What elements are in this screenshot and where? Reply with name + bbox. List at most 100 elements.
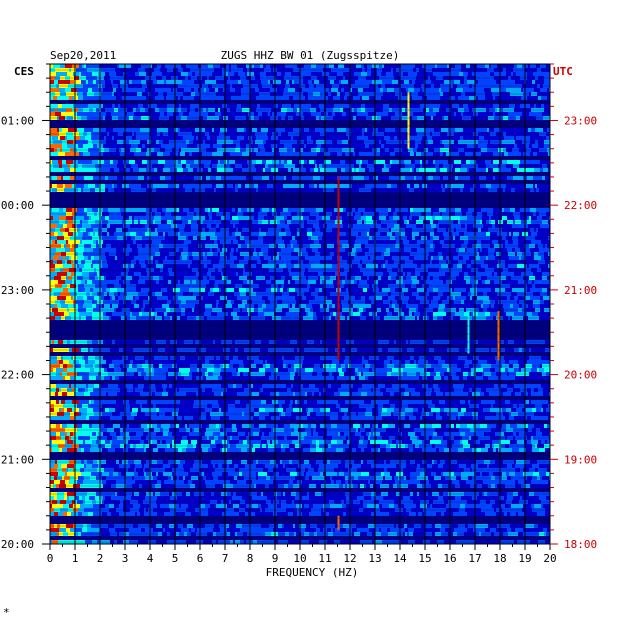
spectrogram-cell [152,368,154,372]
spectrogram-cell [416,296,423,300]
spectrogram-cell [265,408,271,412]
spectrogram-cell [446,424,451,428]
spectrogram-cell [151,216,154,220]
spectrogram-cell [326,256,332,260]
spectrogram-cell [477,296,482,300]
spectrogram-cell [180,392,186,396]
spectrogram-cell [288,304,290,308]
spectrogram-cell [500,168,507,172]
spectrogram-cell [238,216,245,220]
spectrogram-cell [433,72,436,76]
spectrogram-cell [220,256,227,260]
spectrogram-cell [142,144,145,148]
spectrogram-cell [219,424,221,428]
spectrogram-cell [454,160,461,164]
spectrogram-cell [460,400,465,404]
spectrogram-cell [329,64,334,68]
spectrogram-cell [494,272,497,276]
spectrogram-cell [138,96,141,100]
spectrogram-cell [75,304,78,308]
spectrogram-cell [146,152,151,156]
spectrogram-cell [107,224,110,228]
spectrogram-cell [159,96,164,100]
spectrogram-cell [140,400,142,404]
spectrogram-cell [396,240,400,244]
spectrogram-cell [50,400,56,404]
spectrogram-cell [174,128,178,132]
spectrogram-cell [228,408,230,412]
spectrogram-cell [210,288,213,292]
spectrogram-cell [135,176,138,180]
spectrogram-cell [330,128,334,132]
spectrogram-cell [152,240,156,244]
spectrogram-cell [384,136,390,140]
spectrogram-cell [304,72,311,76]
spectrogram-cell [129,176,135,180]
spectrogram-cell [544,360,550,364]
spectrogram-cell [392,152,395,156]
spectrogram-cell [290,248,294,252]
spectrogram-cell [458,96,460,100]
spectrogram-cell [382,400,389,404]
spectrogram-cell [67,224,69,228]
spectrogram-cell [517,264,524,268]
spectrogram-cell [74,408,79,412]
spectrogram-cell [282,280,284,284]
spectrogram-cell [58,280,65,284]
spectrogram-cell [412,400,419,404]
spectrogram-cell [169,272,174,276]
spectrogram-cell [163,152,170,156]
spectrogram-cell [481,232,486,236]
spectrogram-cell [208,168,211,172]
spectrogram-cell [112,400,116,404]
spectrogram-cell [506,408,511,412]
spectrogram-cell [184,240,191,244]
spectrogram-cell [210,208,212,212]
spectrogram-cell [488,248,495,252]
spectrogram-cell [340,160,345,164]
spectrogram-cell [415,160,417,164]
spectrogram-cell [79,72,81,76]
spectrogram-cell [186,160,190,164]
spectrogram-cell [513,232,519,236]
spectrogram-cell [55,112,59,116]
spectrogram-cell [369,152,373,156]
spectrogram-cell [69,256,71,260]
spectrogram-cell [394,408,399,412]
spectrogram-cell [472,80,475,84]
spectrogram-cell [327,224,332,228]
spectrogram-cell [84,392,90,396]
spectrogram-cell [68,232,73,236]
spectrogram-cell [421,152,426,156]
spectrogram-cell [222,104,225,108]
spectrogram-cell [88,256,91,260]
spectrogram-cell [139,168,146,172]
spectrogram-cell [200,168,203,172]
spectrogram-cell [528,128,531,132]
spectrogram-cell [477,240,481,244]
spectrogram-cell [392,160,399,164]
spectrogram-cell [175,376,177,380]
spectrogram-cell [349,312,353,316]
spectrogram-cell [381,144,384,148]
date-label: Sep20,2011 [50,49,116,62]
spectrogram-cell [548,208,550,212]
spectrogram-cell [99,376,104,380]
spectrogram-cell [88,112,92,116]
spectrogram-cell [296,424,300,428]
spectrogram-cell [70,168,76,172]
spectrogram-cell [314,168,318,172]
spectrogram-cell [536,208,539,212]
spectrogram-cell [440,152,443,156]
spectrogram-cell [238,176,244,180]
spectrogram-cell [301,416,307,420]
spectrogram-cell [54,296,57,300]
spectrogram-cell [252,392,259,396]
spectrogram-cell [265,360,267,364]
spectrogram-cell [126,136,132,140]
spectrogram-cell [419,168,426,172]
spectrogram-cell [325,184,330,188]
spectrogram-cell [148,208,150,212]
spectrogram-cell [60,416,66,420]
spectrogram-cell [455,368,457,372]
